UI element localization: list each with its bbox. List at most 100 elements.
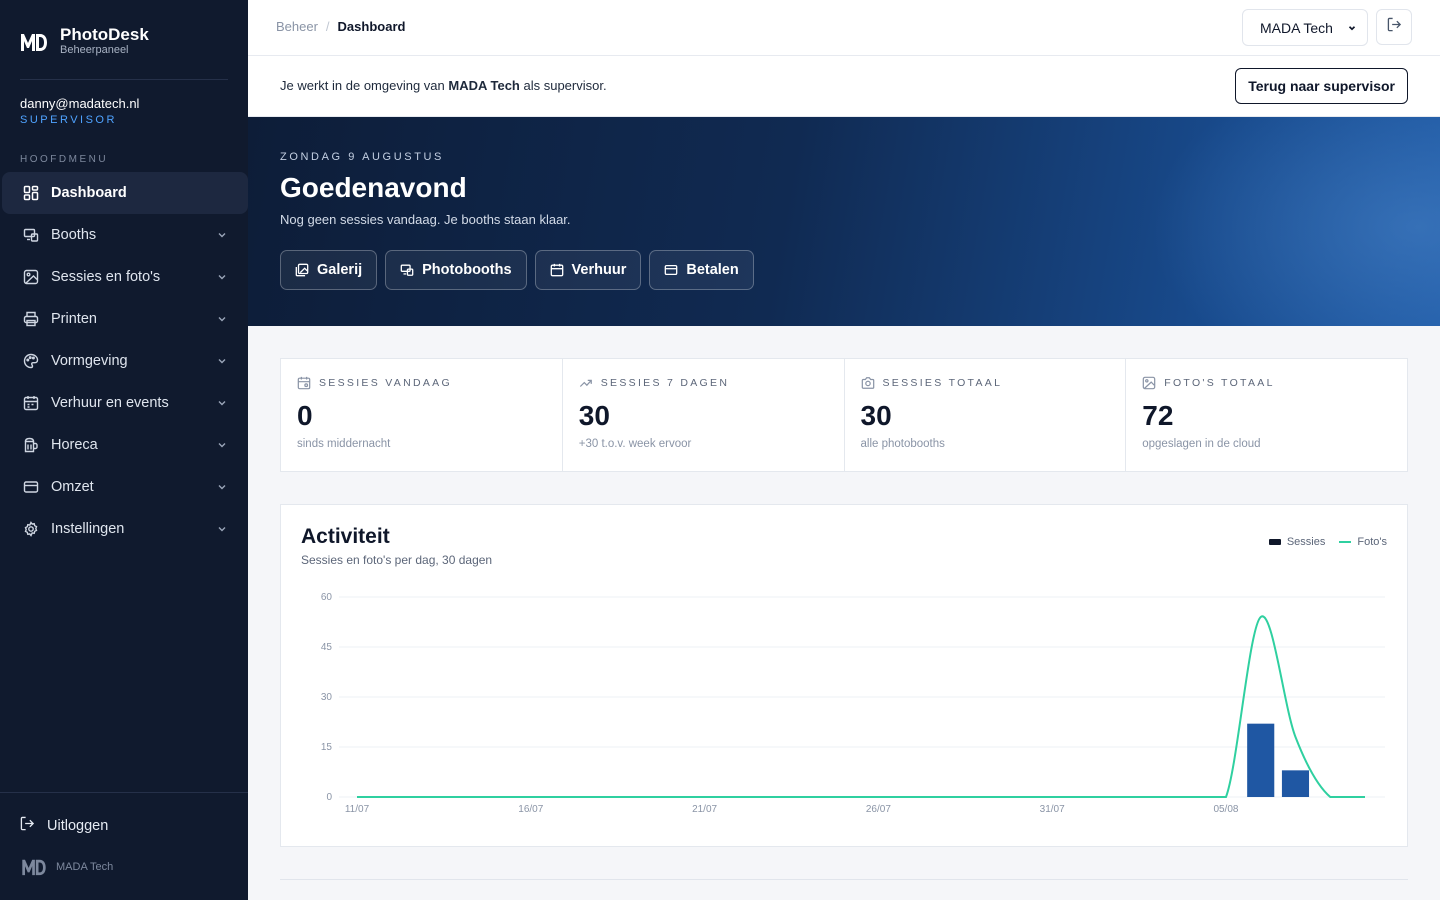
- notice-prefix: Je werkt in de omgeving van: [280, 78, 449, 93]
- legend-swatch-line: [1339, 541, 1352, 543]
- dashboard-icon: [23, 185, 39, 201]
- user-email: danny@madatech.nl: [20, 96, 140, 111]
- notice-suffix: als supervisor.: [519, 78, 607, 93]
- sidebar-item-label: Verhuur en events: [51, 395, 169, 411]
- brand[interactable]: PhotoDesk Beheerpaneel: [20, 26, 149, 57]
- sidebar-item-label: Omzet: [51, 479, 94, 495]
- user-role: SUPERVISOR: [20, 114, 117, 126]
- stat-header: SESSIES VANDAAG: [297, 376, 546, 390]
- legend-item-fotos[interactable]: Foto's: [1339, 536, 1387, 548]
- trend-up-icon: [579, 376, 593, 390]
- chevron-down-icon: [216, 481, 228, 493]
- sidebar-item-label: Booths: [51, 227, 97, 243]
- galerij-button[interactable]: Galerij: [280, 250, 378, 290]
- x-tick-label: 31/07: [1040, 804, 1065, 815]
- sidebar-divider: [20, 79, 228, 80]
- chevron-down-icon: [1347, 20, 1357, 36]
- image-icon: [23, 269, 39, 285]
- stat-note: +30 t.o.v. week ervoor: [578, 438, 692, 450]
- stat-value: 0: [297, 400, 313, 431]
- sidebar-item-dashboard[interactable]: Dashboard: [2, 172, 248, 214]
- breadcrumb-separator: /: [325, 19, 330, 34]
- sidebar-bottom-divider: [0, 792, 248, 793]
- chart-subtitle: Sessies en foto's per dag, 30 dagen: [301, 553, 493, 567]
- sidebar-item-booths[interactable]: Booths: [2, 214, 248, 256]
- logout-icon: [1387, 17, 1402, 37]
- palette-icon: [23, 353, 39, 369]
- md-logo-icon: [21, 33, 47, 51]
- chevron-down-icon: [216, 523, 228, 535]
- sidebar-item-instellingen[interactable]: Instellingen: [2, 508, 248, 550]
- back-to-supervisor-button[interactable]: Terug naar supervisor: [1235, 68, 1408, 104]
- verhuur-button[interactable]: Verhuur: [534, 250, 642, 290]
- gallery-icon: [295, 263, 309, 277]
- chevron-down-icon: [216, 271, 228, 283]
- calendar-icon: [23, 395, 39, 411]
- organization-select-value: MADA Tech: [1260, 19, 1333, 36]
- bar-sessies: [1281, 770, 1310, 797]
- quick-actions: Galerij Photobooths Verhuur Betalen: [280, 250, 754, 290]
- y-tick-label: 45: [321, 642, 333, 653]
- chevron-down-icon: [216, 355, 228, 367]
- line-fotos: [357, 615, 1365, 798]
- chevron-down-icon: [216, 397, 228, 409]
- stat-label: FOTO'S TOTAAL: [1164, 377, 1275, 389]
- stat-note: alle photobooths: [860, 438, 945, 450]
- stat-card-photos-total: FOTO'S TOTAAL 72 opgeslagen in de cloud: [1126, 359, 1407, 471]
- organization-select[interactable]: MADA Tech: [1242, 9, 1368, 46]
- image-icon: [1142, 376, 1156, 390]
- logout-link[interactable]: Uitloggen: [20, 816, 108, 835]
- sidebar-item-verhuur[interactable]: Verhuur en events: [2, 382, 248, 424]
- hero-subtitle: Nog geen sessies vandaag. Je booths staa…: [280, 212, 571, 227]
- sidebar-item-sessies[interactable]: Sessies en foto's: [2, 256, 248, 298]
- menu-heading: HOOFDMENU: [20, 154, 109, 165]
- chart-title: Activiteit: [301, 525, 390, 548]
- topbar: Beheer / Dashboard MADA Tech: [248, 0, 1440, 56]
- brand-subtitle: Beheerpaneel: [60, 44, 129, 56]
- supervisor-notice: Je werkt in de omgeving van MADA Tech al…: [248, 56, 1440, 117]
- legend-swatch-bar: [1268, 539, 1281, 545]
- y-tick-label: 60: [321, 592, 333, 603]
- activity-chart-card: Activiteit Sessies en foto's per dag, 30…: [280, 504, 1408, 847]
- stat-note: opgeslagen in de cloud: [1142, 438, 1261, 450]
- sidebar-item-label: Dashboard: [51, 185, 127, 201]
- legend-item-sessies[interactable]: Sessies: [1268, 536, 1325, 548]
- sidebar-item-printen[interactable]: Printen: [2, 298, 248, 340]
- stat-card-sessions-total: SESSIES TOTAAL 30 alle photobooths: [845, 359, 1127, 471]
- main-menu: Dashboard Booths Sessies en foto's Print…: [2, 172, 248, 550]
- logout-label: Uitloggen: [47, 817, 109, 834]
- stat-label: SESSIES 7 DAGEN: [600, 377, 730, 389]
- stat-label: SESSIES TOTAAL: [882, 377, 1003, 389]
- notice-org: MADA Tech: [448, 78, 520, 93]
- stat-header: SESSIES 7 DAGEN: [579, 376, 828, 390]
- sidebar-item-horeca[interactable]: Horeca: [2, 424, 248, 466]
- stat-label: SESSIES VANDAAG: [319, 377, 452, 389]
- galerij-label: Galerij: [317, 262, 363, 278]
- sidebar-item-label: Horeca: [51, 437, 98, 453]
- breadcrumb: Beheer / Dashboard: [276, 19, 405, 34]
- sidebar-item-label: Instellingen: [51, 521, 125, 537]
- logout-button[interactable]: [1376, 9, 1412, 45]
- sidebar-item-omzet[interactable]: Omzet: [2, 466, 248, 508]
- stat-card-sessions-7-days: SESSIES 7 DAGEN 30 +30 t.o.v. week ervoo…: [563, 359, 845, 471]
- betalen-label: Betalen: [686, 262, 739, 278]
- breadcrumb-parent[interactable]: Beheer: [276, 19, 318, 34]
- footer-brand-text: MADA Tech: [56, 861, 114, 873]
- chevron-down-icon: [216, 439, 228, 451]
- x-tick-label: 11/07: [345, 804, 370, 815]
- footer-brand: MADA Tech: [20, 858, 113, 876]
- y-tick-label: 30: [321, 692, 333, 703]
- sidebar-item-label: Printen: [51, 311, 97, 327]
- gear-icon: [23, 521, 39, 537]
- photobooths-button[interactable]: Photobooths: [385, 250, 527, 290]
- booth-icon: [400, 263, 414, 277]
- bar-sessies: [1247, 723, 1275, 797]
- stat-card-sessions-today: SESSIES VANDAAG 0 sinds middernacht: [281, 359, 563, 471]
- x-tick-label: 21/07: [692, 804, 717, 815]
- betalen-button[interactable]: Betalen: [649, 250, 754, 290]
- hero-date: ZONDAG 9 AUGUSTUS: [280, 151, 444, 163]
- breadcrumb-current: Dashboard: [337, 19, 406, 34]
- verhuur-label: Verhuur: [571, 262, 627, 278]
- sidebar-item-vormgeving[interactable]: Vormgeving: [2, 340, 248, 382]
- notice-text: Je werkt in de omgeving van MADA Tech al…: [280, 78, 607, 93]
